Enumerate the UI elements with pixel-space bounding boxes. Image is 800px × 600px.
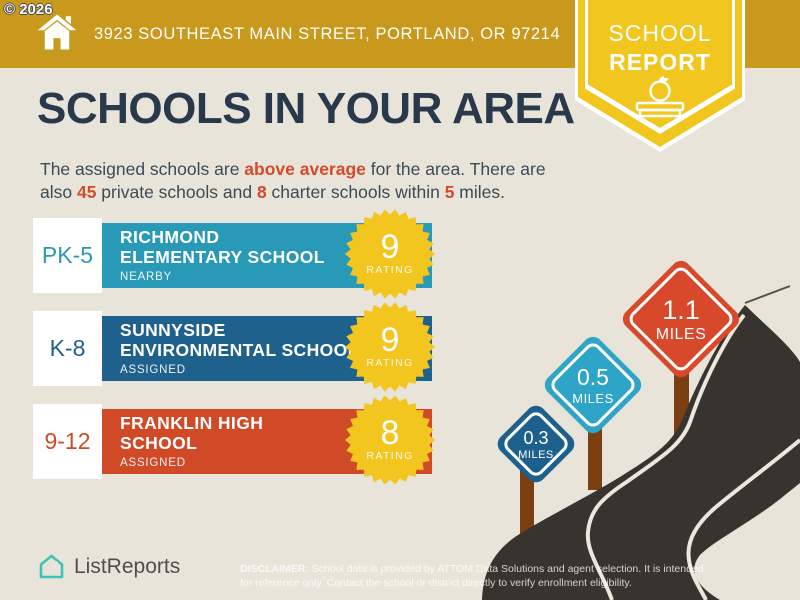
charter-school-count: 8 [256, 181, 267, 202]
rating-starburst: 8 RATING [345, 395, 435, 485]
school-row-richmond: PK-5 RICHMOND ELEMENTARY SCHOOL NEARBY 9 … [33, 209, 478, 299]
school-row-sunnyside: K-8 SUNNYSIDE ENVIRONMENTAL SCHOOL ASSIGN… [33, 302, 478, 392]
intro-paragraph: The assigned schools are above average f… [40, 158, 546, 202]
page-title: SCHOOLS IN YOUR AREA [37, 84, 575, 133]
grade-range: 9-12 [33, 404, 102, 479]
distance-value: 0.3 [523, 427, 549, 448]
brand-name: ListReports [74, 554, 181, 578]
rating-label: RATING [366, 450, 414, 463]
disclaimer-text: School data is provided by ATTOM Data So… [240, 562, 704, 590]
school-row-franklin: 9-12 FRANKLIN HIGH SCHOOL ASSIGNED 8 RATI… [33, 395, 478, 485]
copyright-text: © 2026 [4, 1, 53, 18]
rating-value: 9 [380, 227, 400, 266]
school-list: PK-5 RICHMOND ELEMENTARY SCHOOL NEARBY 9 … [33, 209, 478, 497]
rating-label: RATING [366, 264, 414, 277]
property-address: 3923 SOUTHEAST MAIN STREET, PORTLAND, OR… [94, 24, 561, 43]
rating-starburst: 9 RATING [345, 302, 435, 392]
listreports-house-icon [39, 554, 64, 579]
rating-value: 8 [380, 413, 400, 452]
rating-label: RATING [366, 357, 414, 370]
distance-unit: MILES [518, 448, 554, 461]
distance-unit: MILES [572, 391, 614, 406]
distance-unit: MILES [655, 325, 707, 343]
distance-sign-05-miles: 0.5 MILES [540, 332, 646, 438]
school-status: ASSIGNED [120, 456, 186, 469]
signpost-05 [588, 428, 602, 490]
school-name: SUNNYSIDE ENVIRONMENTAL SCHOOL [120, 320, 359, 360]
grade-range: PK-5 [33, 218, 102, 293]
distance-value: 1.1 [662, 294, 700, 325]
home-icon [36, 11, 78, 58]
horizon-line [744, 285, 791, 304]
badge-title-line2: REPORT [609, 49, 711, 75]
rating-starburst: 9 RATING [345, 209, 435, 299]
intro-highlight-above-average: above average [244, 158, 366, 179]
distance-value: 0.5 [577, 364, 609, 390]
disclaimer: DISCLAIMER: School data is provided by A… [240, 562, 712, 591]
rating-value: 9 [380, 320, 400, 359]
school-name: RICHMOND ELEMENTARY SCHOOL [120, 227, 325, 267]
school-report-badge: SCHOOL REPORT [575, 0, 745, 152]
school-name: FRANKLIN HIGH SCHOOL [120, 413, 264, 453]
radius-miles: 5 [444, 181, 455, 202]
private-school-count: 45 [76, 181, 97, 202]
listreports-logo: ListReports [38, 553, 180, 580]
school-status: NEARBY [120, 270, 173, 283]
school-status: ASSIGNED [120, 363, 186, 376]
badge-title-line1: SCHOOL [608, 20, 712, 46]
disclaimer-label: DISCLAIMER: [240, 562, 309, 575]
grade-range: K-8 [33, 311, 102, 386]
distance-sign-11-miles: 1.1 MILES [618, 256, 744, 382]
signpost-11 [674, 372, 689, 454]
apple-on-book-icon [627, 74, 693, 125]
intro-text: The assigned schools are [40, 158, 245, 179]
